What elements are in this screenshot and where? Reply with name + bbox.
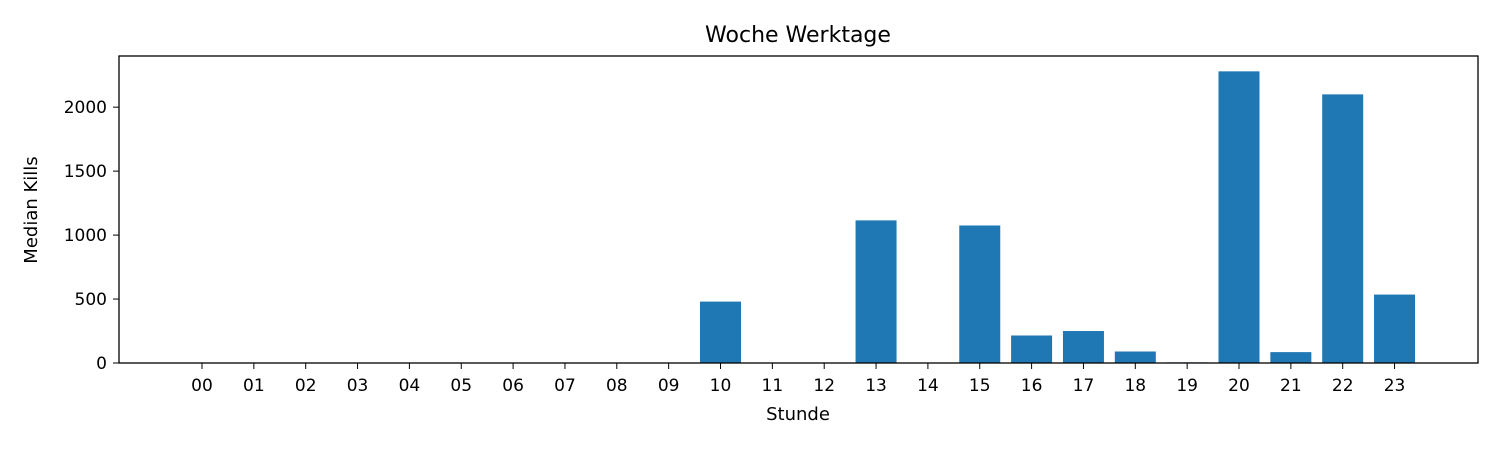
bars-group <box>700 71 1416 363</box>
x-tick-label: 01 <box>243 376 265 396</box>
y-axis-label: Median Kills <box>21 156 42 263</box>
x-tick-label: 07 <box>554 376 576 396</box>
bar-13 <box>855 220 897 363</box>
x-tick-label: 20 <box>1228 376 1250 396</box>
bar-22 <box>1322 94 1364 363</box>
x-tick-label: 23 <box>1384 376 1406 396</box>
x-tick-label: 17 <box>1073 376 1095 396</box>
x-tick-label: 11 <box>762 376 784 396</box>
y-tick-label: 0 <box>96 354 107 374</box>
x-tick-label: 12 <box>813 376 835 396</box>
x-tick-label: 09 <box>658 376 680 396</box>
y-tick-label: 1000 <box>64 226 107 246</box>
x-tick-label: 14 <box>917 376 939 396</box>
bar-17 <box>1062 331 1104 363</box>
x-axis-label: Stunde <box>766 404 830 425</box>
y-tick-label: 1500 <box>64 162 107 182</box>
y-tick-label: 500 <box>75 290 107 310</box>
x-axis-ticks: 00 01 02 03 04 05 06 07 08 09 10 11 12 13 14 15 16 17 18 19… <box>191 363 1405 396</box>
x-tick-label: 06 <box>502 376 524 396</box>
plot-frame <box>118 55 1479 364</box>
y-tick-label: 2000 <box>64 98 107 118</box>
x-tick-label: 16 <box>1021 376 1043 396</box>
x-tick-label: 02 <box>295 376 317 396</box>
x-tick-label: 13 <box>865 376 887 396</box>
x-tick-label: 21 <box>1280 376 1302 396</box>
bar-10 <box>700 301 741 363</box>
x-tick-label: 15 <box>969 376 991 396</box>
x-tick-label: 19 <box>1176 376 1198 396</box>
x-tick-label: 08 <box>606 376 628 396</box>
x-tick-label: 05 <box>450 376 472 396</box>
chart-title: Woche Werktage <box>705 23 891 48</box>
x-tick-label: 04 <box>399 376 421 396</box>
bar-21 <box>1270 352 1312 363</box>
bar-23 <box>1374 294 1416 363</box>
x-tick-label: 00 <box>191 376 213 396</box>
x-tick-label: 18 <box>1124 376 1146 396</box>
bar-20 <box>1218 71 1260 363</box>
x-tick-label: 03 <box>347 376 369 396</box>
bar-16 <box>1011 335 1053 363</box>
x-tick-label: 10 <box>710 376 732 396</box>
y-axis-ticks: 0 500 1000 1500 2000 <box>64 98 119 374</box>
bar-18 <box>1114 351 1156 363</box>
bar-15 <box>959 225 1001 363</box>
x-tick-label: 22 <box>1332 376 1354 396</box>
